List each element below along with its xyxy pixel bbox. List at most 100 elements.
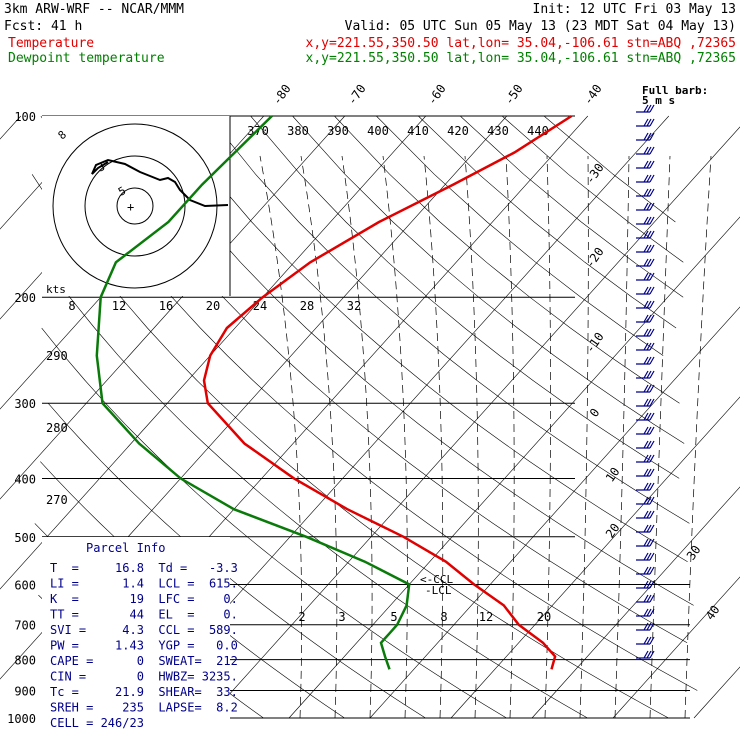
wind-barb bbox=[636, 384, 655, 393]
dry-adiabat-line bbox=[376, 115, 664, 356]
dry-adiabat-line bbox=[250, 115, 680, 479]
isotherm-line bbox=[612, 576, 740, 719]
parcel-info-row: TT = 44 EL = 0. bbox=[50, 608, 238, 622]
isotherm-label: -70 bbox=[345, 82, 369, 108]
wind-barb bbox=[636, 272, 655, 281]
isotherm-label: 30 bbox=[684, 543, 704, 563]
sounding-profiles: <-CCL-LCL bbox=[95, 114, 573, 670]
hodograph-units-label: kts bbox=[46, 283, 66, 296]
moist-adiabat-line bbox=[259, 155, 303, 719]
wind-barb bbox=[636, 454, 655, 463]
dry-adiabat-line bbox=[292, 115, 685, 444]
dry-adiabat-line bbox=[418, 115, 677, 329]
temperature-line bbox=[202, 114, 573, 670]
parcel-info-title: Parcel Info bbox=[86, 541, 165, 555]
isotherm-line bbox=[531, 486, 740, 719]
moist-adiabat-line bbox=[423, 155, 444, 719]
theta-label: 410 bbox=[407, 124, 429, 138]
temperature-legend: Temperature bbox=[8, 36, 94, 51]
moist-adiabat-line bbox=[579, 155, 589, 719]
moist-adiabat-line bbox=[649, 155, 671, 719]
wind-barbs bbox=[636, 104, 655, 659]
parcel-info-row: CAPE = 0 SWEAT= 212 bbox=[50, 654, 238, 668]
wind-barb bbox=[636, 370, 655, 379]
isotherm-line bbox=[0, 115, 346, 500]
dry-adiabat-line bbox=[166, 115, 688, 562]
dewpoint-legend: Dewpoint temperature bbox=[8, 51, 165, 66]
wind-barb bbox=[636, 482, 655, 491]
mixing-ratio-label: 5 bbox=[390, 610, 397, 624]
parcel-info-row: SREH = 235 LAPSE= 8.2 bbox=[50, 701, 238, 715]
pressure-tick-label: 600 bbox=[14, 578, 36, 592]
isotherm-line bbox=[0, 115, 103, 230]
wind-barb bbox=[636, 426, 655, 435]
wind-barb bbox=[636, 174, 655, 183]
parcel-info-row: CIN = 0 HWBZ= 3235. bbox=[50, 670, 238, 684]
dry-adiabat-line bbox=[82, 115, 688, 644]
pressure-tick-label: 800 bbox=[14, 654, 36, 668]
wind-barb bbox=[636, 496, 655, 505]
pressure-tick-label: 700 bbox=[14, 619, 36, 633]
isotherm-line bbox=[288, 216, 740, 719]
dry-adiabat-line bbox=[208, 115, 690, 524]
pressure-tick-label: 500 bbox=[14, 531, 36, 545]
theta-label: 380 bbox=[287, 124, 309, 138]
pressure-tick-label: 400 bbox=[14, 472, 36, 486]
moist-adiabat-line bbox=[341, 155, 373, 719]
dry-adiabat-line bbox=[31, 174, 669, 719]
mixing-ratio-label: 20 bbox=[537, 610, 551, 624]
mixing-ratio-label: 12 bbox=[479, 610, 493, 624]
pressure-tick-label: 100 bbox=[14, 110, 36, 124]
wind-barb bbox=[636, 286, 655, 295]
ccl-label: <-CCL bbox=[420, 573, 453, 586]
isotherm-label: 10 bbox=[603, 465, 623, 485]
wind-barb bbox=[636, 328, 655, 337]
isotherm-line bbox=[0, 115, 427, 590]
wind-barb bbox=[636, 258, 655, 267]
theta-label-lower: 270 bbox=[46, 493, 68, 507]
forecast-hour: Fcst: 41 h bbox=[4, 19, 82, 34]
wind-barb bbox=[636, 230, 655, 239]
isotherm-label: -60 bbox=[425, 82, 449, 108]
dry-adiabat-line bbox=[459, 115, 684, 298]
wind-barb bbox=[636, 104, 655, 113]
dry-adiabat-line bbox=[43, 262, 588, 719]
parcel-info-background bbox=[42, 537, 230, 727]
dry-adiabat-line bbox=[501, 115, 684, 263]
wind-barb bbox=[636, 524, 655, 533]
moist-adiabat-line bbox=[505, 155, 515, 719]
init-time: Init: 12 UTC Fri 03 May 13 bbox=[533, 2, 737, 17]
isotherm-label: -20 bbox=[583, 245, 607, 271]
isotherm-line bbox=[207, 126, 740, 719]
dry-adiabat-line bbox=[47, 403, 426, 719]
theta-label-lower: 290 bbox=[46, 349, 68, 363]
isotherm-label: 40 bbox=[703, 603, 723, 623]
wind-barb bbox=[636, 650, 655, 659]
parcel-info-row: LI = 1.4 LCL = 615. bbox=[50, 577, 238, 591]
hodograph-tick-label: 20 bbox=[206, 299, 220, 313]
isotherm-label: -80 bbox=[270, 82, 294, 108]
pressure-tick-label: 900 bbox=[14, 684, 36, 698]
hodograph-tick-label: 32 bbox=[347, 299, 361, 313]
theta-label: 420 bbox=[447, 124, 469, 138]
barb-key-title: Full barb: bbox=[642, 84, 708, 97]
wind-barb bbox=[636, 510, 655, 519]
theta-label: 390 bbox=[327, 124, 349, 138]
moist-adiabat-line bbox=[614, 155, 630, 719]
dry-adiabat-line bbox=[543, 115, 676, 223]
parcel-info-row: SVI = 4.3 CCL = 589. bbox=[50, 623, 238, 637]
wind-barb bbox=[636, 314, 655, 323]
isotherm-label: 20 bbox=[603, 521, 623, 541]
wind-barb bbox=[636, 622, 655, 631]
parcel-info-row: T = 16.8 Td = -3.3 bbox=[50, 561, 238, 575]
dry-adiabat-line bbox=[124, 115, 694, 606]
wind-barb bbox=[636, 552, 655, 561]
model-title: 3km ARW-WRF -- NCAR/MMM bbox=[4, 2, 184, 17]
theta-label: 430 bbox=[487, 124, 509, 138]
theta-label: 400 bbox=[367, 124, 389, 138]
wind-barb bbox=[636, 300, 655, 309]
valid-time: Valid: 05 UTC Sun 05 May 13 (23 MDT Sat … bbox=[345, 19, 736, 34]
moist-adiabat-line bbox=[684, 155, 712, 719]
moist-adiabat-line bbox=[382, 155, 408, 719]
